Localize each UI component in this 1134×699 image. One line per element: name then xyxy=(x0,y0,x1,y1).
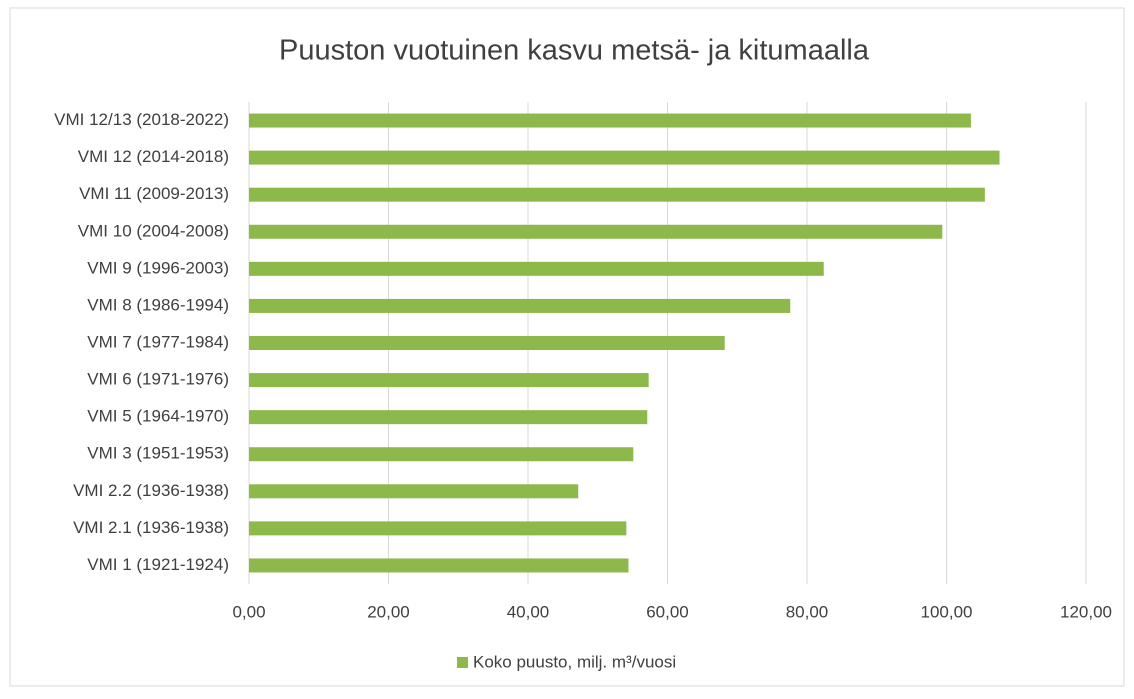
x-tick-label: 20,00 xyxy=(367,602,410,621)
bar xyxy=(249,298,791,313)
bar xyxy=(249,484,579,499)
bar xyxy=(249,447,634,462)
bar xyxy=(249,558,629,573)
y-tick-label: VMI 5 (1964-1970) xyxy=(87,407,229,426)
y-tick-label: VMI 2.1 (1936-1938) xyxy=(73,518,229,537)
bar xyxy=(249,187,985,202)
y-tick-label: VMI 7 (1977-1984) xyxy=(87,332,229,351)
y-tick-label: VMI 9 (1996-2003) xyxy=(87,258,229,277)
y-tick-label: VMI 3 (1951-1953) xyxy=(87,444,229,463)
x-tick-label: 120,00 xyxy=(1060,602,1112,621)
x-tick-label: 60,00 xyxy=(646,602,689,621)
bar xyxy=(249,150,1000,165)
x-tick-label: 80,00 xyxy=(786,602,829,621)
x-tick-label: 0,00 xyxy=(232,602,265,621)
bar xyxy=(249,261,824,276)
y-tick-label: VMI 8 (1986-1994) xyxy=(87,295,229,314)
legend-swatch xyxy=(457,657,468,668)
y-tick-label: VMI 6 (1971-1976) xyxy=(87,370,229,389)
y-tick-label: VMI 2.2 (1936-1938) xyxy=(73,481,229,500)
x-tick-label: 40,00 xyxy=(507,602,550,621)
x-tick-label: 100,00 xyxy=(921,602,973,621)
bar xyxy=(249,521,627,536)
y-tick-label: VMI 1 (1921-1924) xyxy=(87,555,229,574)
bar xyxy=(249,410,648,425)
y-tick-label: VMI 11 (2009-2013) xyxy=(79,184,229,203)
y-tick-label: VMI 12/13 (2018-2022) xyxy=(54,110,229,129)
legend-label: Koko puusto, milj. m³/vuosi xyxy=(473,652,676,671)
bar xyxy=(249,224,943,239)
bar xyxy=(249,336,725,350)
chart-title: Puuston vuotuinen kasvu metsä- ja kituma… xyxy=(279,35,870,67)
y-tick-label: VMI 12 (2014-2018) xyxy=(78,147,229,166)
bar xyxy=(249,113,971,128)
bar xyxy=(249,373,649,388)
y-tick-label: VMI 10 (2004-2008) xyxy=(78,221,229,240)
